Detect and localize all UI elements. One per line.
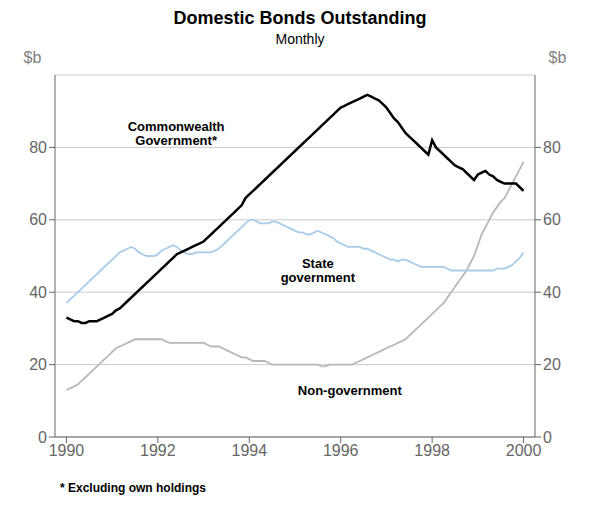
svg-text:$b: $b — [24, 49, 42, 66]
svg-text:20: 20 — [543, 356, 561, 373]
html-text:* Excluding own holdings: * Excluding own holdings — [60, 481, 206, 495]
svg-text:$b: $b — [549, 49, 567, 66]
svg-text:80: 80 — [543, 139, 561, 156]
svg-text:60: 60 — [29, 211, 47, 228]
svg-text:80: 80 — [29, 139, 47, 156]
svg-text:1996: 1996 — [323, 442, 359, 459]
html-text:Monthly: Monthly — [275, 31, 325, 47]
svg-text:20: 20 — [29, 356, 47, 373]
svg-text:0: 0 — [38, 429, 47, 446]
svg-text:Non-government: Non-government — [298, 382, 403, 397]
svg-text:40: 40 — [543, 284, 561, 301]
svg-text:CommonwealthGovernment*: CommonwealthGovernment* — [128, 118, 225, 147]
svg-text:40: 40 — [29, 284, 47, 301]
svg-text:Stategovernment: Stategovernment — [281, 256, 356, 285]
html-text:Domestic Bonds Outstanding: Domestic Bonds Outstanding — [173, 8, 427, 28]
svg-text:2000: 2000 — [506, 442, 542, 459]
svg-text:0: 0 — [543, 429, 552, 446]
svg-text:1998: 1998 — [414, 442, 450, 459]
svg-text:1994: 1994 — [231, 442, 267, 459]
svg-text:1990: 1990 — [49, 442, 85, 459]
svg-text:1992: 1992 — [140, 442, 176, 459]
svg-text:60: 60 — [543, 211, 561, 228]
